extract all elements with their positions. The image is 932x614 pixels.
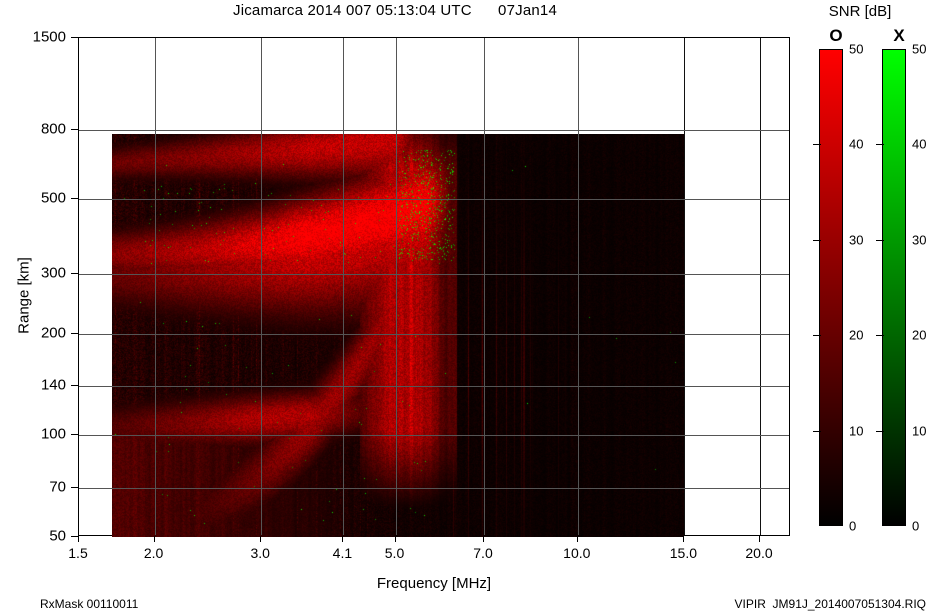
y-tick-mark xyxy=(71,486,78,488)
x-tick-mark xyxy=(78,536,79,542)
gridline-y xyxy=(79,487,789,489)
colorbar-tick-label: 20 xyxy=(849,327,864,343)
gridline-y xyxy=(79,435,789,437)
colorbar-tick-mark xyxy=(813,430,821,432)
y-tick-label: 500 xyxy=(40,189,66,207)
y-tick-label: 100 xyxy=(40,425,66,443)
colorbar-tick-mark xyxy=(813,144,821,146)
colorbar-tick-label: 50 xyxy=(849,41,864,57)
colorbar-tick-mark xyxy=(876,144,884,146)
x-tick-label: 7.0 xyxy=(473,545,493,561)
colorbar-tick-label: 40 xyxy=(849,136,864,152)
gridline-x xyxy=(395,38,397,535)
x-tick-label: 2.0 xyxy=(143,545,164,561)
x-tick-mark xyxy=(759,536,760,542)
gridline-y xyxy=(79,274,789,276)
x-tick-mark xyxy=(260,536,262,542)
x-tick-label: 15.0 xyxy=(669,545,698,561)
footer-rxmask: RxMask 00110011 xyxy=(40,597,139,611)
gridline-x xyxy=(261,38,263,535)
page-title: Jicamarca 2014 007 05:13:04 UTC 07Jan14 xyxy=(233,2,557,19)
x-tick-label: 3.0 xyxy=(250,545,270,561)
x-tick-label: 10.0 xyxy=(563,545,591,561)
ionogram-canvas xyxy=(111,133,684,537)
colorbar-tick-label: 0 xyxy=(849,518,857,534)
colorbar-tick-mark xyxy=(813,335,821,337)
x-tick-label: 1.5 xyxy=(68,545,88,561)
y-tick-mark xyxy=(71,273,78,275)
gridline-x xyxy=(343,38,345,535)
y-tick-mark xyxy=(71,332,78,334)
x-tick-mark xyxy=(394,536,396,542)
colorbar-x-label: X xyxy=(893,26,905,45)
gridline-y xyxy=(79,130,789,132)
gridline-y xyxy=(79,385,789,387)
y-tick-label: 140 xyxy=(40,376,66,394)
colorbar-o-label: O xyxy=(829,26,843,45)
y-tick-mark xyxy=(71,434,78,436)
x-tick-mark xyxy=(576,536,578,542)
gridline-x xyxy=(760,38,761,535)
y-tick-label: 50 xyxy=(49,527,66,545)
x-tick-label: 20.0 xyxy=(745,545,773,561)
colorbar-title: SNR [dB] xyxy=(828,3,892,20)
colorbar-tick-label: 10 xyxy=(849,423,864,439)
y-tick-label: 70 xyxy=(49,478,66,496)
gridline-x xyxy=(154,38,156,535)
y-tick-mark xyxy=(71,37,78,38)
colorbar-tick-mark xyxy=(813,239,821,241)
x-tick-mark xyxy=(153,536,155,542)
gridline-x xyxy=(577,38,579,535)
colorbar-x-gradient xyxy=(882,49,906,526)
x-tick-label: 5.0 xyxy=(384,545,405,561)
colorbar-tick-label: 20 xyxy=(912,327,927,343)
colorbar-tick-label: 30 xyxy=(912,232,927,248)
x-tick-mark xyxy=(483,536,484,542)
colorbar-tick-label: 50 xyxy=(912,41,927,57)
y-tick-mark xyxy=(71,536,78,537)
x-tick-mark xyxy=(683,536,685,542)
y-tick-label: 800 xyxy=(40,120,66,138)
ionogram-heatmap xyxy=(111,133,684,537)
colorbar-o-gradient xyxy=(819,49,843,526)
y-axis-title: Range [km] xyxy=(15,257,33,334)
gridline-y xyxy=(79,199,789,201)
colorbar-tick-mark xyxy=(876,430,884,432)
colorbar-tick-mark xyxy=(876,239,884,241)
gridline-x xyxy=(684,38,686,535)
gridline-y xyxy=(79,333,789,335)
footer-filename: VIPIR JM91J_2014007051304.RIQ xyxy=(734,597,926,611)
x-tick-label: 4.1 xyxy=(332,545,353,561)
colorbar-tick-label: 10 xyxy=(912,423,927,439)
colorbar-tick-label: 40 xyxy=(912,136,927,152)
plot-area xyxy=(78,37,790,537)
colorbar-tick-mark xyxy=(876,335,884,337)
y-tick-label: 300 xyxy=(40,264,66,282)
colorbar-tick-label: 30 xyxy=(849,232,864,248)
y-tick-label: 200 xyxy=(40,324,66,342)
gridline-x xyxy=(484,38,485,535)
x-axis-title: Frequency [MHz] xyxy=(376,575,492,592)
y-tick-mark xyxy=(71,129,78,131)
y-tick-mark xyxy=(71,198,78,200)
x-tick-mark xyxy=(342,536,344,542)
y-tick-mark xyxy=(71,384,78,386)
colorbar-tick-label: 0 xyxy=(912,518,920,534)
y-tick-label: 1500 xyxy=(32,28,66,46)
